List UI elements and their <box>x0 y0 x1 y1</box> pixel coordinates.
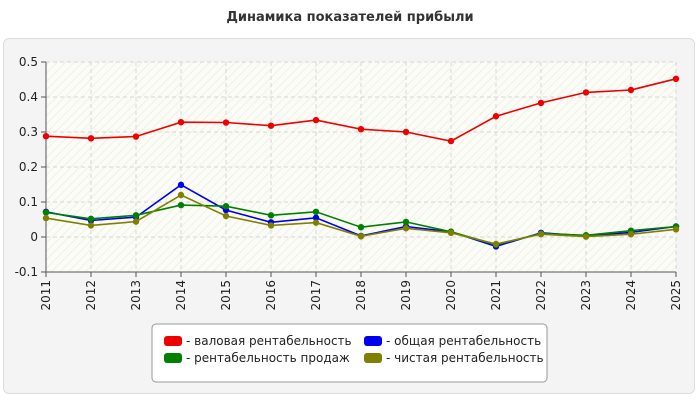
x-tick-label: 2022 <box>534 280 548 311</box>
data-point <box>132 212 140 219</box>
legend-swatch <box>364 336 382 346</box>
legend-box <box>151 323 548 383</box>
data-point <box>627 86 635 94</box>
x-tick-label: 2016 <box>264 280 278 311</box>
data-point <box>177 119 185 126</box>
y-tick-label: 0.1 <box>19 195 38 209</box>
data-point <box>627 231 635 238</box>
x-tick-label: 2012 <box>84 280 98 311</box>
data-point <box>87 215 95 222</box>
data-point <box>42 209 50 216</box>
x-tick-label: 2023 <box>579 280 593 311</box>
x-tick-label: 2017 <box>309 280 323 311</box>
y-tick-label: 0 <box>30 230 38 244</box>
x-tick-label: 2020 <box>444 280 458 311</box>
data-point <box>447 229 455 236</box>
legend-label: - чистая рентабельность <box>386 351 544 365</box>
data-point <box>312 219 320 226</box>
data-point <box>492 113 500 120</box>
x-tick-label: 2014 <box>174 280 188 311</box>
y-tick-label: 0.5 <box>19 55 38 69</box>
data-point <box>357 224 365 231</box>
data-point <box>87 135 95 142</box>
data-point <box>87 222 95 229</box>
data-point <box>402 225 410 232</box>
data-point <box>402 218 410 226</box>
legend-label: - рентабельность продаж <box>186 351 350 365</box>
data-point <box>222 203 230 210</box>
data-point <box>582 233 590 240</box>
data-point <box>267 212 275 219</box>
data-point <box>267 222 275 229</box>
data-point <box>672 75 680 83</box>
data-point <box>447 137 455 145</box>
data-point <box>357 126 365 133</box>
legend-swatch <box>164 336 182 346</box>
data-point <box>42 214 50 222</box>
data-point <box>492 240 500 248</box>
data-point <box>132 133 140 140</box>
y-tick-label: 0.2 <box>19 160 38 174</box>
x-tick-label: 2024 <box>624 280 638 311</box>
y-tick-label: -0.1 <box>15 265 38 279</box>
data-point <box>132 218 140 225</box>
data-point <box>672 226 680 233</box>
x-tick-label: 2013 <box>129 280 143 311</box>
data-point <box>222 212 230 220</box>
data-point <box>42 133 50 140</box>
data-point <box>312 208 320 215</box>
data-point <box>177 181 185 189</box>
data-point <box>222 119 230 126</box>
data-point <box>177 191 185 199</box>
x-tick-label: 2025 <box>669 280 683 311</box>
data-point <box>357 233 365 240</box>
x-tick-label: 2019 <box>399 280 413 311</box>
x-tick-label: 2018 <box>354 280 368 311</box>
data-point <box>267 122 275 129</box>
data-point <box>537 231 545 238</box>
legend-label: - общая рентабельность <box>386 334 541 348</box>
data-point <box>177 201 185 209</box>
legend-swatch <box>364 353 382 363</box>
y-tick-label: 0.3 <box>19 125 38 139</box>
x-tick-label: 2011 <box>39 280 53 311</box>
data-point <box>402 128 410 136</box>
legend-swatch <box>164 353 182 363</box>
x-tick-label: 2015 <box>219 280 233 311</box>
data-point <box>582 89 590 96</box>
y-tick-label: 0.4 <box>19 90 38 104</box>
legend-label: - валовая рентабельность <box>186 334 352 348</box>
chart-title: Динамика показателей прибыли <box>226 10 474 25</box>
data-point <box>312 116 320 124</box>
x-tick-label: 2021 <box>489 280 503 311</box>
data-point <box>537 99 545 107</box>
data-point <box>312 214 320 221</box>
